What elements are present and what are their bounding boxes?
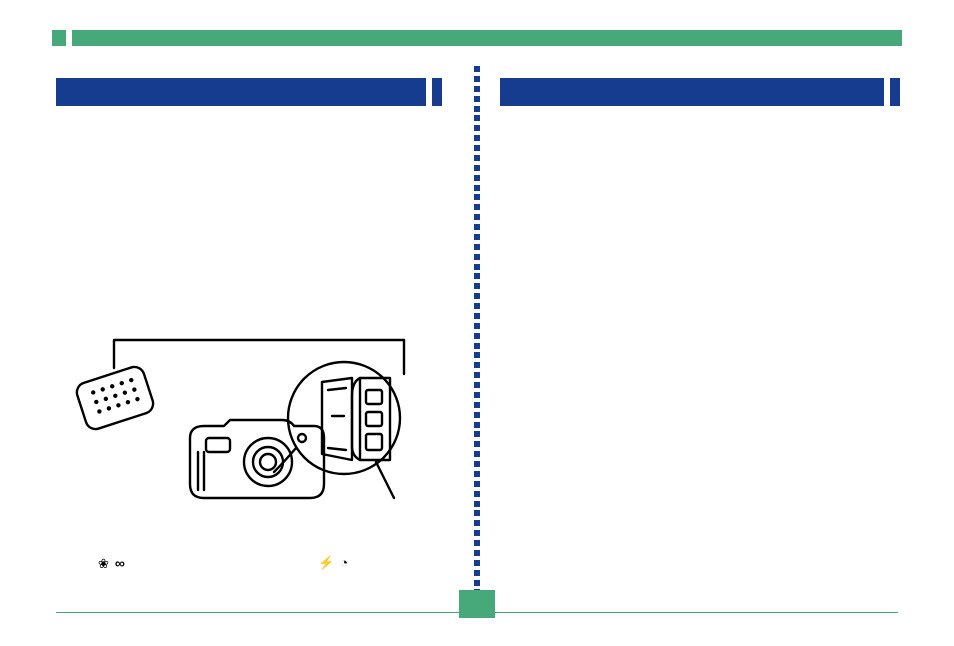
heading-bar-right-main [500, 78, 884, 106]
macro-icon: ❀ [98, 557, 109, 570]
top-accent-main [72, 30, 902, 46]
divider-dot [474, 96, 480, 102]
divider-dot [474, 303, 480, 309]
divider-dot [474, 520, 480, 526]
divider-dot [474, 323, 480, 329]
divider-dot [474, 362, 480, 368]
heading-bar-right [500, 78, 900, 106]
divider-dot [474, 510, 480, 516]
divider-dot [474, 273, 480, 279]
divider-dot [474, 461, 480, 467]
divider-dot [474, 441, 480, 447]
divider-dot [474, 106, 480, 112]
divider-dot [474, 412, 480, 418]
divider-dot [474, 392, 480, 398]
divider-dot [474, 165, 480, 171]
flash-icon: ⚡ [318, 556, 334, 569]
heading-bar-left [56, 78, 442, 106]
manual-page: ❀ ∞ ⚡ ◔ [0, 0, 954, 646]
page-number-box [459, 590, 495, 618]
divider-dot [474, 125, 480, 131]
divider-dot [474, 343, 480, 349]
divider-dot [474, 283, 480, 289]
divider-dot [474, 501, 480, 507]
divider-dot [474, 372, 480, 378]
divider-dot [474, 422, 480, 428]
heading-bar-left-trail [432, 78, 442, 106]
divider-dot [474, 264, 480, 270]
divider-dot [474, 234, 480, 240]
divider-dot [474, 402, 480, 408]
column-divider-dots [474, 66, 480, 606]
timer-icon: ◔ [340, 556, 348, 569]
divider-dot [474, 560, 480, 566]
divider-dot [474, 570, 480, 576]
divider-dot [474, 530, 480, 536]
divider-dot [474, 540, 480, 546]
divider-dot [474, 352, 480, 358]
divider-dot [474, 214, 480, 220]
divider-dot [474, 86, 480, 92]
icon-cluster-macro-infinity: ❀ ∞ [98, 556, 125, 570]
divider-dot [474, 491, 480, 497]
divider-dot [474, 204, 480, 210]
divider-dot [474, 550, 480, 556]
top-accent-leader [52, 30, 66, 46]
divider-dot [474, 185, 480, 191]
divider-dot [474, 471, 480, 477]
divider-dot [474, 293, 480, 299]
divider-dot [474, 451, 480, 457]
divider-dot [474, 76, 480, 82]
divider-dot [474, 135, 480, 141]
divider-dot [474, 115, 480, 121]
heading-bar-left-main [56, 78, 426, 106]
camera-remote-illustration [60, 320, 430, 520]
infinity-icon: ∞ [115, 556, 125, 570]
divider-dot [474, 333, 480, 339]
divider-dot [474, 481, 480, 487]
divider-dot [474, 382, 480, 388]
divider-dot [474, 254, 480, 260]
divider-dot [474, 194, 480, 200]
heading-bar-right-trail [890, 78, 900, 106]
top-accent-bar [52, 30, 902, 46]
divider-dot [474, 313, 480, 319]
icon-cluster-flash-timer: ⚡ ◔ [318, 556, 348, 569]
divider-dot [474, 224, 480, 230]
divider-dot [474, 155, 480, 161]
divider-dot [474, 244, 480, 250]
divider-dot [474, 580, 480, 586]
divider-dot [474, 175, 480, 181]
divider-dot [474, 431, 480, 437]
divider-dot [474, 145, 480, 151]
divider-dot [474, 66, 480, 72]
